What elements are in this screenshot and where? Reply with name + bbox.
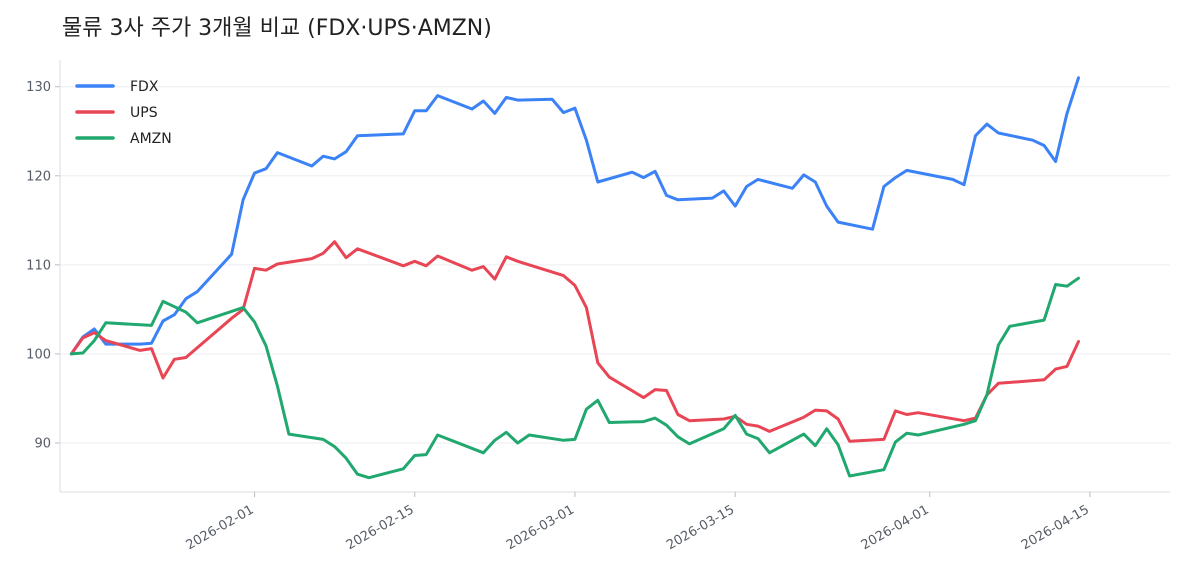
y-tick-label: 120 (26, 169, 51, 184)
x-tick-label: 2026-04-01 (859, 502, 932, 553)
chart-title: 물류 3사 주가 3개월 비교 (FDX·UPS·AMZN) (62, 16, 492, 41)
legend-label-ups: UPS (130, 105, 158, 121)
series-line-ups (69, 240, 1080, 443)
y-tick-label: 130 (26, 80, 51, 95)
series-line-fdx (69, 76, 1080, 356)
x-tick-label: 2026-03-01 (504, 502, 577, 553)
x-tick-label: 2026-02-15 (344, 502, 417, 553)
y-tick-label: 100 (26, 347, 51, 362)
legend-label-fdx: FDX (130, 79, 159, 95)
series-line-amzn (69, 276, 1080, 480)
legend-label-amzn: AMZN (130, 131, 172, 147)
x-tick-label: 2026-02-01 (184, 502, 257, 553)
y-tick-label: 110 (26, 258, 51, 273)
y-tick-label: 90 (34, 437, 51, 452)
x-tick-label: 2026-03-15 (664, 502, 737, 553)
x-tick-label: 2026-04-15 (1019, 502, 1092, 553)
